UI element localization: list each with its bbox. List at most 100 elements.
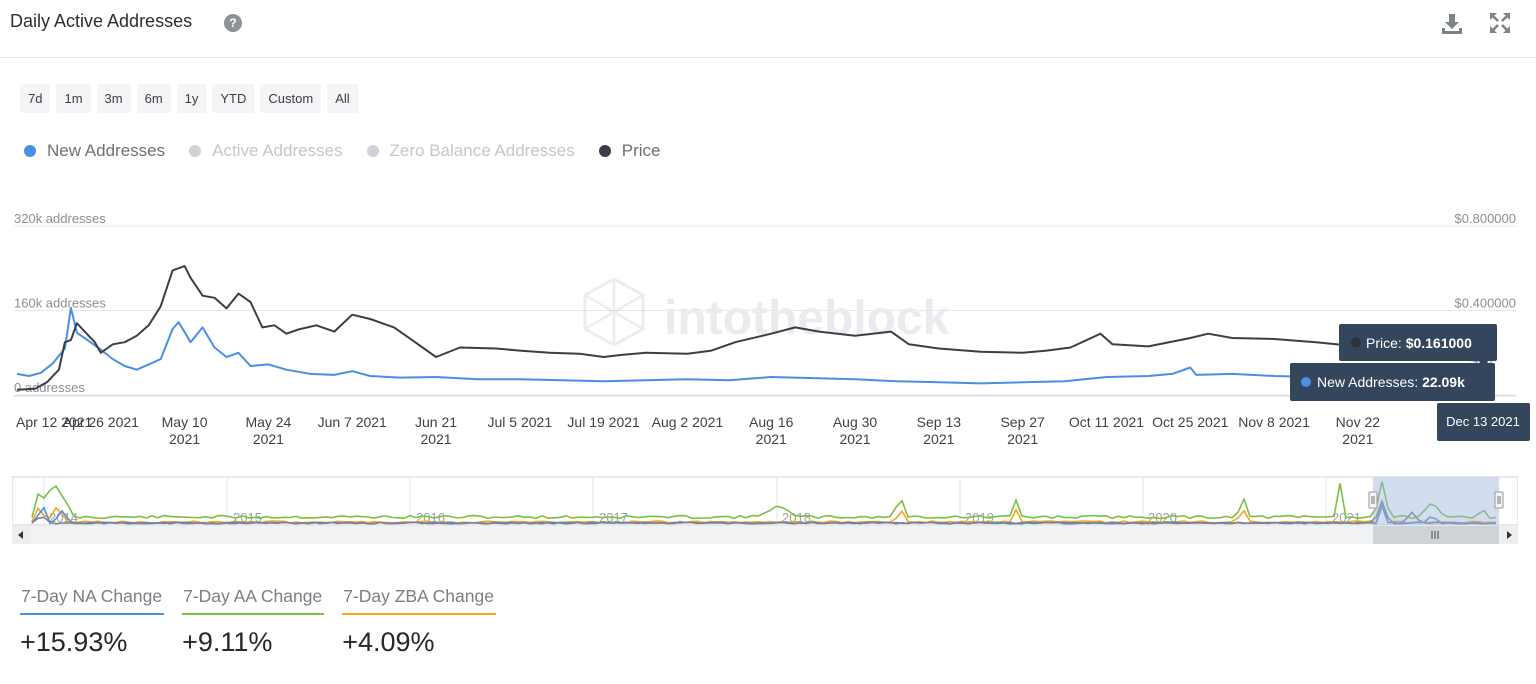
range-selector: 7d 1m 3m 6m 1y YTD Custom All (20, 84, 358, 113)
tooltip-new-addresses: New Addresses: 22.09k (1290, 363, 1495, 401)
x-tick-label: 2021 (1007, 431, 1038, 447)
navigator-handle[interactable] (1494, 491, 1504, 509)
x-tick-label: Aug 16 (749, 414, 794, 430)
tooltip-date: Dec 13 2021 (1437, 403, 1530, 441)
stat-label: 7-Day NA Change (20, 584, 165, 615)
tooltip-date-text: Dec 13 2021 (1446, 414, 1520, 429)
x-tick-label: Oct 11 2021 (1069, 414, 1144, 430)
y-left-tick-label: 160k addresses (14, 296, 106, 311)
legend-item-new-addresses[interactable]: New Addresses (24, 141, 165, 161)
x-tick-label: Nov 22 (1336, 414, 1381, 430)
x-tick-label: Jul 19 2021 (567, 414, 640, 430)
stat-label: 7-Day AA Change (182, 584, 325, 615)
range-button-custom[interactable]: Custom (260, 84, 322, 113)
watermark-text: intotheblock (664, 292, 950, 345)
tooltip-date-box (1437, 403, 1530, 441)
handle-box[interactable] (1368, 491, 1378, 509)
range-button-6m[interactable]: 6m (136, 84, 171, 113)
legend-item-active-addresses[interactable]: Active Addresses (189, 141, 343, 161)
tooltip-dot-icon (1301, 377, 1311, 387)
navigator-selection[interactable] (1373, 477, 1499, 525)
y-left-tick-label: 0 addresses (14, 380, 85, 395)
tooltip-na-label: New Addresses: (1317, 374, 1422, 390)
handle-box[interactable] (1494, 491, 1504, 509)
range-button-1m[interactable]: 1m (56, 84, 91, 113)
x-tick-label: 2021 (756, 431, 787, 447)
tooltip-price-value: $0.161000 (1406, 335, 1472, 351)
tooltip-price-label: Price: (1366, 335, 1406, 351)
x-tick-label: Sep 13 (917, 414, 962, 430)
arrow-left-icon (18, 531, 23, 539)
y-right-tick-label: $0.400000 (1455, 296, 1516, 311)
chart-navigator[interactable]: 2014 2015 2016 2017 2018 2019 2020 2021 (12, 476, 1518, 546)
x-tick-label: 2021 (420, 431, 451, 447)
change-stats: 7-Day NA Change +15.93% 7-Day AA Change +9.… (20, 584, 514, 658)
question-circle-icon[interactable]: ? (224, 14, 242, 32)
x-tick-label: Sep 27 (1000, 414, 1045, 430)
stat-value: +4.09% (342, 627, 435, 657)
navigator-line-price (31, 498, 1497, 525)
watermark-hexagon-icon (583, 277, 645, 347)
x-tick-label: Aug 30 (833, 414, 878, 430)
x-tick-label: May 24 (245, 414, 291, 430)
scrollbar-track[interactable] (12, 526, 1518, 544)
x-tick-label: 2021 (839, 431, 870, 447)
x-tick-label: Nov 8 2021 (1238, 414, 1310, 430)
range-button-3m[interactable]: 3m (96, 84, 131, 113)
range-button-7d[interactable]: 7d (20, 84, 51, 113)
chart-header: Daily Active Addresses ? (0, 0, 1536, 58)
x-tick-label: Oct 25 2021 (1152, 414, 1228, 430)
x-tick-label: Apr 12 2021 (16, 414, 92, 430)
navigator-year-label: 2018 (782, 510, 811, 525)
legend-item-price[interactable]: Price (598, 141, 661, 161)
legend-dot-icon (189, 145, 202, 157)
stat-7-day-na-change: 7-Day NA Change +15.93% (20, 584, 165, 658)
main-chart[interactable]: intotheblock 0 addresses 160k addresses 32… (0, 200, 1536, 460)
series-line-new-addresses (16, 306, 1484, 386)
x-tick-label: 2021 (923, 431, 954, 447)
arrow-right-icon (1507, 531, 1512, 539)
x-tick-label: Jul 5 2021 (488, 414, 553, 430)
download-icon[interactable] (1440, 12, 1464, 36)
legend-label: New Addresses (47, 141, 166, 160)
tooltip-price: Price: $0.161000 (1339, 324, 1497, 361)
tooltip-na-text: New Addresses: 22.09k (1317, 374, 1465, 390)
tooltip-box (1290, 363, 1495, 401)
x-tick-label: 2021 (253, 431, 284, 447)
legend-dot-icon (598, 145, 611, 157)
legend-dot-icon (366, 145, 379, 157)
x-tick-label: May 10 (162, 414, 208, 430)
navigator-handle[interactable] (1368, 491, 1378, 509)
x-tick-label: Apr 26 2021 (63, 414, 139, 430)
x-tick-label: 2021 (169, 431, 200, 447)
expand-icon[interactable] (1489, 12, 1511, 34)
page-title: Daily Active Addresses (10, 11, 193, 31)
tooltip-dot-icon (1351, 337, 1361, 348)
hexagon-outline (583, 277, 645, 347)
range-button-ytd[interactable]: YTD (212, 84, 255, 113)
range-button-1y[interactable]: 1y (176, 84, 207, 113)
stat-value: +15.93% (20, 627, 128, 657)
watermark-logo: intotheblock (583, 277, 950, 347)
stat-7-day-zba-change: 7-Day ZBA Change +4.09% (342, 584, 496, 658)
tooltip-price-text: Price: $0.161000 (1366, 335, 1472, 351)
scrollbar-thumb[interactable] (1373, 526, 1499, 544)
x-tick-label: Jun 21 (415, 414, 457, 430)
stat-label: 7-Day ZBA Change (342, 584, 496, 615)
chart-legend: New Addresses Active Addresses Zero Balanc… (24, 141, 684, 161)
legend-item-zero-balance-addresses[interactable]: Zero Balance Addresses (366, 141, 575, 161)
legend-dot-icon (24, 145, 36, 157)
tooltip-box (1339, 324, 1497, 361)
y-left-tick-label: 320k addresses (14, 211, 106, 226)
x-tick-label: Aug 2 2021 (652, 414, 724, 430)
stat-7-day-aa-change: 7-Day AA Change +9.11% (182, 584, 325, 658)
range-button-all[interactable]: All (327, 84, 358, 113)
legend-label: Zero Balance Addresses (389, 141, 575, 160)
x-tick-label: 2021 (1342, 431, 1373, 447)
legend-label: Active Addresses (212, 141, 343, 160)
legend-label: Price (621, 141, 661, 160)
stat-value: +9.11% (182, 627, 273, 657)
series-line-price (16, 265, 1484, 391)
navigator-line-active-addresses (31, 481, 1497, 520)
y-right-tick-label: $0.800000 (1455, 211, 1516, 226)
